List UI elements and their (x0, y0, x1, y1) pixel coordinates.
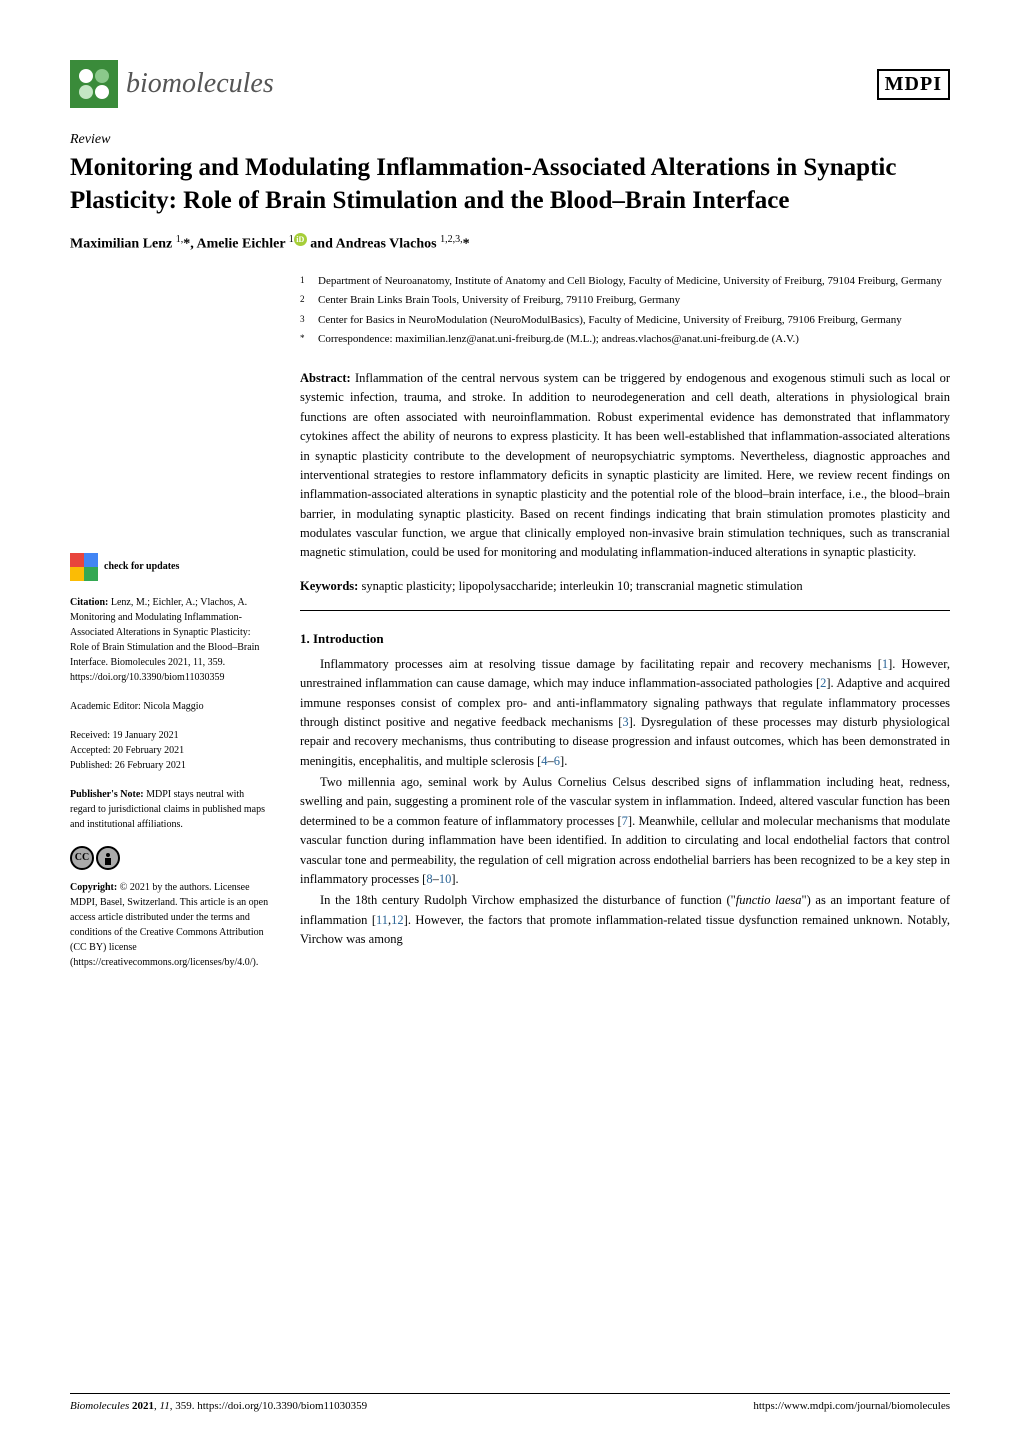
affiliation-item: 3 Center for Basics in NeuroModulation (N… (300, 312, 950, 330)
citation-text: Lenz, M.; Eichler, A.; Vlachos, A. Monit… (70, 597, 259, 683)
affiliation-sup: 3 (300, 312, 310, 330)
article-type: Review (70, 132, 950, 148)
journal-logo-icon (70, 60, 118, 108)
article-title: Monitoring and Modulating Inflammation-A… (70, 152, 950, 217)
keywords-block: Keywords: synaptic plasticity; lipopolys… (300, 579, 950, 611)
editor-name: Nicola Maggio (143, 701, 203, 712)
keywords-text: synaptic plasticity; lipopolysaccharide;… (361, 579, 802, 593)
citation-ref[interactable]: 1 (882, 657, 888, 671)
citation-ref[interactable]: 8 (426, 872, 432, 886)
check-updates-label: check for updates (104, 559, 179, 574)
affiliation-sup: * (300, 331, 310, 349)
body-paragraph: Two millennia ago, seminal work by Aulus… (300, 773, 950, 889)
received-date: Received: 19 January 2021 (70, 728, 270, 743)
copyright-text: © 2021 by the authors. Licensee MDPI, Ba… (70, 882, 268, 968)
by-icon (96, 846, 120, 870)
authors-line: Maximilian Lenz 1,*, Amelie Eichler 1iD … (70, 233, 950, 253)
affiliation-sup: 1 (300, 273, 310, 291)
body-paragraph: In the 18th century Rudolph Virchow emph… (300, 891, 950, 949)
citation-ref[interactable]: 12 (391, 913, 404, 927)
copyright-block: Copyright: © 2021 by the authors. Licens… (70, 880, 270, 970)
citation-ref[interactable]: 7 (622, 814, 628, 828)
citation-ref[interactable]: 2 (820, 676, 826, 690)
dates-block: Received: 19 January 2021 Accepted: 20 F… (70, 728, 270, 773)
page-footer: Biomolecules 2021, 11, 359. https://doi.… (70, 1393, 950, 1412)
citation-ref[interactable]: 4 (541, 754, 547, 768)
cc-license-badge: CC (70, 846, 270, 870)
abstract-label: Abstract: (300, 371, 351, 385)
affiliation-text: Correspondence: maximilian.lenz@anat.uni… (318, 331, 799, 349)
editor-block: Academic Editor: Nicola Maggio (70, 699, 270, 714)
main-content: 1. Introduction Inflammatory processes a… (300, 631, 950, 950)
affiliation-item: * Correspondence: maximilian.lenz@anat.un… (300, 331, 950, 349)
footer-right[interactable]: https://www.mdpi.com/journal/biomolecule… (753, 1400, 950, 1412)
left-sidebar: check for updates Citation: Lenz, M.; Ei… (70, 553, 270, 984)
citation-ref[interactable]: 11 (376, 913, 388, 927)
published-date: Published: 26 February 2021 (70, 758, 270, 773)
journal-logo: biomolecules (70, 60, 274, 108)
editor-label: Academic Editor: (70, 701, 141, 712)
affiliations-block: 1 Department of Neuroanatomy, Institute o… (300, 273, 950, 349)
cc-icon: CC (70, 846, 94, 870)
footer-left: Biomolecules 2021, 11, 359. https://doi.… (70, 1400, 367, 1412)
affiliation-text: Department of Neuroanatomy, Institute of… (318, 273, 942, 291)
publisher-logo: MDPI (877, 69, 950, 100)
citation-label: Citation: (70, 597, 108, 608)
citation-block: Citation: Lenz, M.; Eichler, A.; Vlachos… (70, 595, 270, 685)
abstract-text: Inflammation of the central nervous syst… (300, 371, 950, 559)
affiliation-item: 2 Center Brain Links Brain Tools, Univers… (300, 292, 950, 310)
copyright-label: Copyright: (70, 882, 117, 893)
body-paragraph: Inflammatory processes aim at resolving … (300, 655, 950, 771)
accepted-date: Accepted: 20 February 2021 (70, 743, 270, 758)
journal-name: biomolecules (126, 68, 274, 100)
orcid-icon: iD (294, 233, 307, 246)
affiliation-text: Center for Basics in NeuroModulation (Ne… (318, 312, 902, 330)
citation-ref[interactable]: 6 (554, 754, 560, 768)
page-header: biomolecules MDPI (70, 60, 950, 108)
abstract-block: Abstract: Inflammation of the central ne… (300, 369, 950, 563)
check-for-updates[interactable]: check for updates (70, 553, 270, 581)
affiliation-sup: 2 (300, 292, 310, 310)
publisher-note-label: Publisher's Note: (70, 789, 144, 800)
introduction-body: Inflammatory processes aim at resolving … (300, 655, 950, 950)
check-updates-icon (70, 553, 98, 581)
affiliation-item: 1 Department of Neuroanatomy, Institute o… (300, 273, 950, 291)
citation-ref[interactable]: 10 (439, 872, 452, 886)
keywords-label: Keywords: (300, 579, 358, 593)
publisher-note-block: Publisher's Note: MDPI stays neutral wit… (70, 787, 270, 832)
affiliation-text: Center Brain Links Brain Tools, Universi… (318, 292, 680, 310)
section-heading-intro: 1. Introduction (300, 631, 950, 647)
citation-ref[interactable]: 3 (622, 715, 628, 729)
